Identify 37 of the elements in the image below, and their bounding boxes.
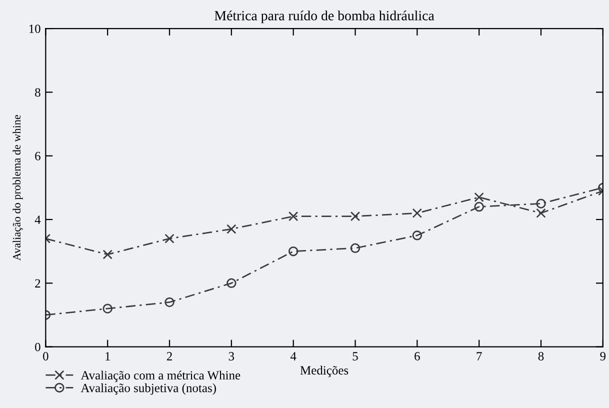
x-axis-title: Medições — [300, 366, 348, 378]
point — [536, 198, 546, 208]
x-tick-label: 2 — [166, 352, 172, 360]
y-axis-title: Avaliação do problema de whine — [12, 115, 23, 261]
x-tick-label: 5 — [352, 352, 358, 360]
point — [164, 297, 174, 308]
y-tick-label: 4 — [34, 216, 41, 224]
legend-label: Avaliação subjetiva (notas) — [80, 383, 216, 395]
y-tick-label: 2 — [35, 279, 40, 288]
point — [288, 211, 298, 222]
x-tick-label: 7 — [476, 352, 482, 360]
x-tick-label: 8 — [538, 352, 544, 360]
x-tick-label: 4 — [290, 352, 296, 360]
y-tick-label: 10 — [29, 24, 40, 34]
y-tick-label: 6 — [35, 152, 40, 160]
point — [102, 250, 112, 260]
point — [226, 278, 236, 288]
y-tick-label: 0 — [35, 342, 40, 352]
legend-label: Avaliação com a métrica Whine — [80, 370, 240, 382]
point — [226, 224, 236, 234]
x-tick-label: 1 — [106, 352, 110, 360]
x-tick-label: 0 — [43, 352, 48, 360]
point — [412, 208, 422, 218]
y-tick-label: 8 — [35, 88, 40, 97]
point — [102, 304, 112, 314]
point — [412, 230, 422, 240]
point — [474, 192, 484, 202]
x-tick-label: 9 — [600, 352, 606, 360]
point — [288, 246, 298, 256]
x-tick-label: 6 — [414, 352, 420, 360]
chart-title: Métrica para ruído de bomba hidráulica — [214, 10, 434, 24]
x-tick-label: 3 — [228, 352, 234, 360]
point — [350, 211, 360, 222]
point — [350, 243, 360, 254]
point — [474, 202, 484, 212]
point — [164, 234, 174, 244]
point — [536, 208, 546, 218]
